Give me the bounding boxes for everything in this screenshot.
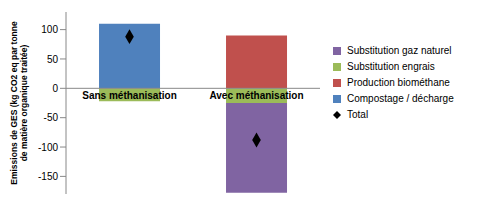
svg-text:Avec méthanisation: Avec méthanisation (209, 90, 303, 101)
svg-text:50: 50 (47, 54, 59, 65)
svg-text:Emissions de GES (kg CO2 eq pa: Emissions de GES (kg CO2 eq par tonnede … (9, 21, 29, 185)
html-text:Production biométhane: Production biométhane (347, 77, 450, 88)
svg-text:-150: -150 (38, 171, 58, 182)
html-text:Substitution gaz naturel: Substitution gaz naturel (347, 45, 452, 56)
svg-text:-100: -100 (38, 142, 58, 153)
svg-text:-50: -50 (44, 112, 59, 123)
svg-text:100: 100 (41, 24, 58, 35)
svg-text:0: 0 (52, 83, 58, 94)
html-text:Compostage / décharge: Compostage / décharge (347, 93, 454, 104)
svg-text:Sans méthanisation: Sans méthanisation (82, 90, 176, 101)
html-text:Total: Total (347, 109, 369, 120)
html-text:Substitution engrais: Substitution engrais (347, 61, 435, 72)
